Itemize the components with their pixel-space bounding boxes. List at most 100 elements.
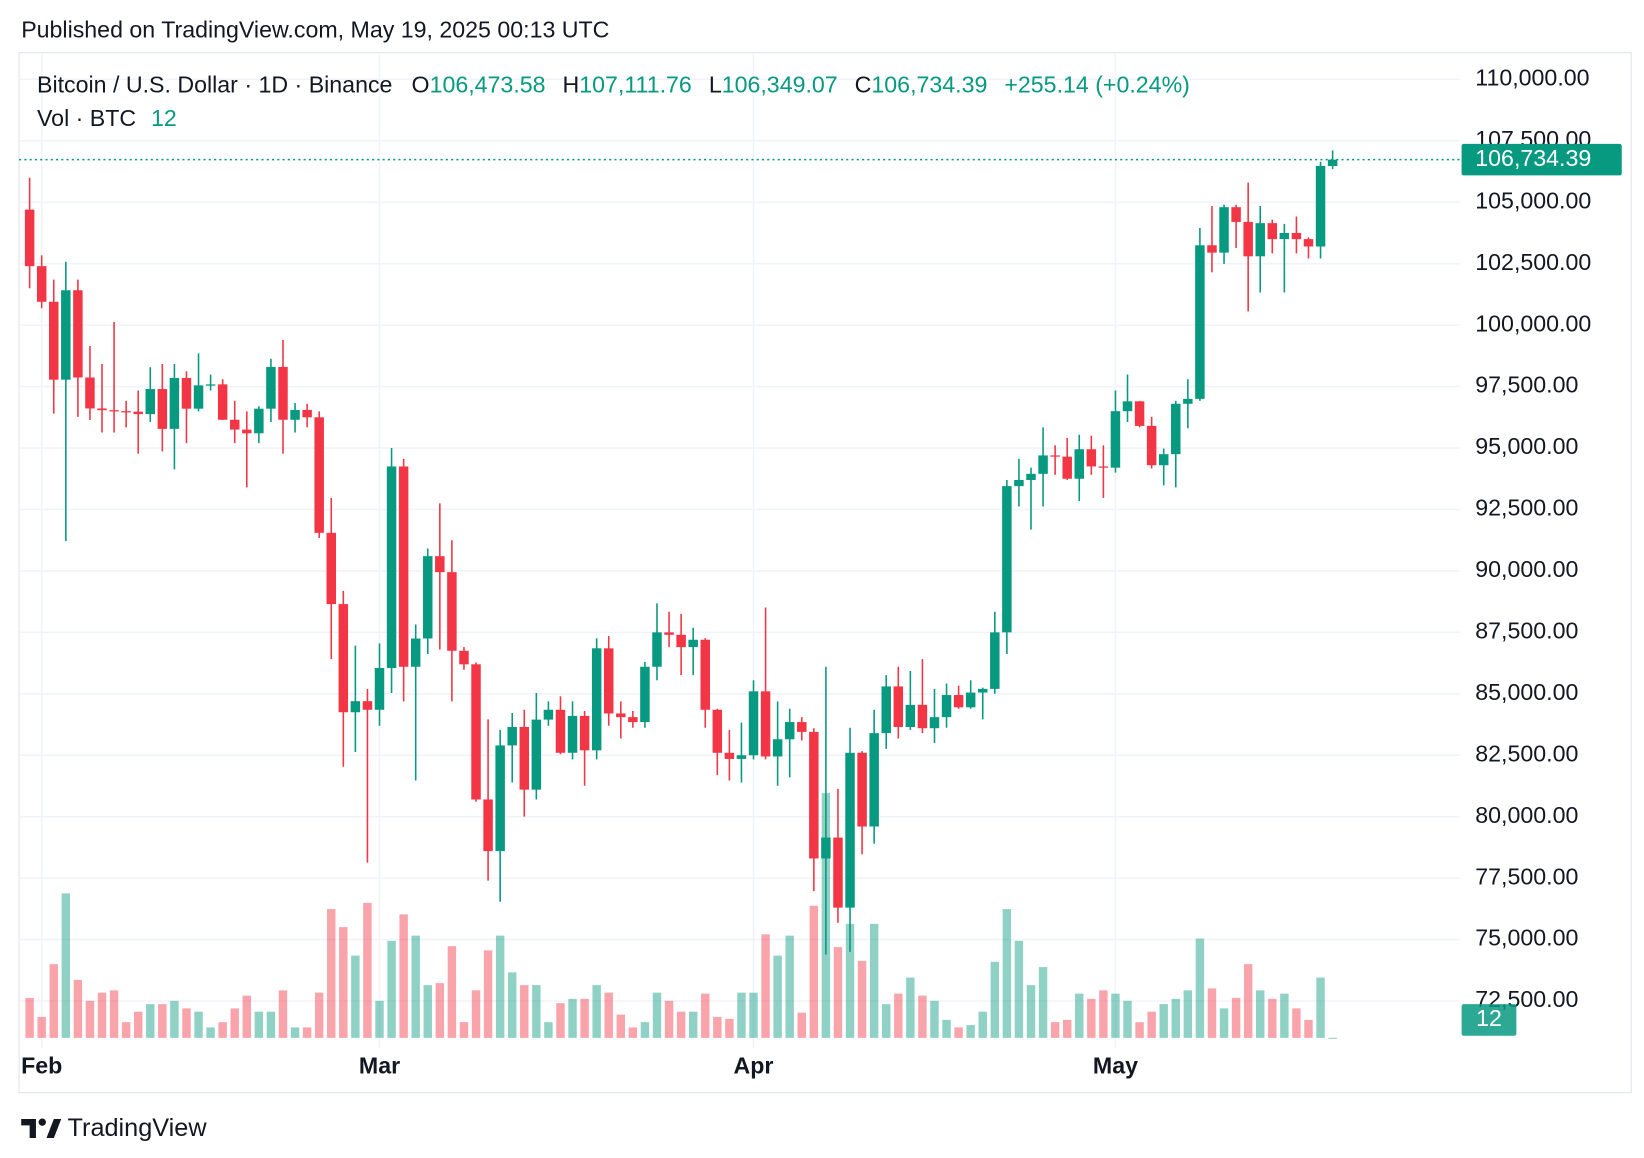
volume-bar: [363, 902, 372, 1038]
volume-bar: [97, 992, 107, 1038]
ohlc-value: 106,734.39: [871, 72, 987, 98]
candle-body: [1002, 486, 1012, 633]
volume-bar: [459, 1022, 469, 1038]
volume-bar: [266, 1011, 276, 1038]
volume-bar: [640, 1022, 650, 1038]
candle-body: [640, 666, 650, 723]
candle-body: [435, 556, 445, 573]
candle-body: [712, 709, 723, 753]
volume-bar: [1123, 1000, 1132, 1038]
volume-bar: [809, 905, 819, 1038]
volume-bar: [1280, 993, 1289, 1038]
candle-body: [121, 411, 131, 413]
candle-body: [1158, 454, 1169, 466]
candle-body: [205, 384, 216, 386]
volume-bar: [1183, 990, 1193, 1038]
volume-bar: [133, 1011, 143, 1038]
candle-body: [1038, 455, 1048, 474]
y-tick-label: 90,000.00: [1475, 556, 1578, 582]
candle-body: [73, 290, 83, 378]
candle-body: [362, 701, 373, 710]
candle-body: [616, 713, 626, 718]
candle-body: [1134, 401, 1145, 426]
volume-bar: [869, 923, 879, 1038]
volume-bar: [483, 950, 493, 1038]
volume-bar: [857, 960, 867, 1038]
volume-bar: [61, 893, 71, 1038]
candle-body: [386, 466, 397, 668]
candle-body: [495, 745, 505, 852]
volume-bar: [592, 985, 601, 1038]
volume-bar: [242, 995, 252, 1038]
candle-body: [1315, 165, 1326, 247]
candle-body: [519, 726, 530, 790]
candle-body: [797, 722, 807, 732]
y-tick-label: 97,500.00: [1475, 372, 1578, 398]
volume-bar: [218, 1022, 227, 1038]
candle-body: [217, 384, 228, 420]
candle-body: [302, 409, 312, 418]
candle-body: [459, 650, 469, 665]
candle-body: [1074, 449, 1084, 479]
ohlc-key: C: [855, 72, 872, 98]
logo-shape: [21, 1119, 36, 1138]
volume-bar: [158, 1004, 167, 1038]
volume-bar: [447, 946, 457, 1038]
logo-shape: [38, 1118, 46, 1126]
volume-bar: [1219, 1008, 1229, 1038]
volume-bar: [146, 1004, 155, 1038]
volume-bar: [833, 947, 843, 1038]
volume-bar: [906, 977, 915, 1038]
candle-body: [36, 266, 47, 302]
candle-body: [772, 739, 783, 757]
volume-bar: [520, 985, 529, 1038]
volume-bar: [351, 955, 360, 1038]
candle-body: [603, 648, 614, 714]
brand-logo: TradingView: [21, 1114, 207, 1142]
volume-bar: [580, 998, 589, 1038]
candle-body: [977, 688, 988, 693]
volume-bar: [290, 1027, 300, 1038]
candle-body: [254, 408, 264, 434]
candle-body: [157, 389, 168, 429]
volume-bar: [616, 1014, 626, 1038]
y-tick-label: 100,000.00: [1475, 310, 1591, 336]
volume-tag-label: 12: [1476, 1005, 1502, 1031]
volume-bar: [1002, 909, 1012, 1038]
candle-body: [893, 686, 904, 727]
volume-bar: [1014, 940, 1024, 1038]
candle-body: [1171, 403, 1181, 455]
change-value: +255.14 (+0.24%): [1004, 72, 1190, 98]
candle-body: [809, 731, 819, 859]
volume-bar: [544, 1022, 553, 1038]
plot-area: [19, 150, 1460, 1039]
y-tick-label: 75,000.00: [1475, 925, 1578, 951]
candle-body: [145, 389, 156, 415]
volume-bar: [1038, 967, 1048, 1038]
candle-body: [1050, 455, 1060, 457]
candle-body: [471, 664, 481, 800]
volume-bar: [399, 914, 408, 1038]
volume-bar: [882, 1004, 891, 1038]
volume-bar: [1147, 1011, 1156, 1038]
y-tick-label: 105,000.00: [1475, 187, 1591, 213]
y-tick-label: 95,000.00: [1475, 433, 1578, 459]
candle-body: [543, 709, 554, 720]
volume-bar: [785, 935, 794, 1038]
candle-body: [917, 704, 928, 729]
volume-bar: [471, 990, 481, 1038]
candle-body: [953, 695, 964, 708]
candle-body: [326, 532, 336, 605]
candle-body: [748, 691, 759, 756]
volume-bar: [978, 1011, 987, 1038]
y-tick-label: 92,500.00: [1475, 495, 1578, 521]
volume-bar: [930, 1000, 939, 1038]
volume-bar: [1099, 990, 1108, 1038]
candle-body: [350, 701, 361, 713]
volume-bar: [121, 1022, 131, 1038]
candle-body: [531, 719, 542, 790]
candle-body: [1195, 245, 1205, 399]
candle-body: [97, 408, 107, 411]
